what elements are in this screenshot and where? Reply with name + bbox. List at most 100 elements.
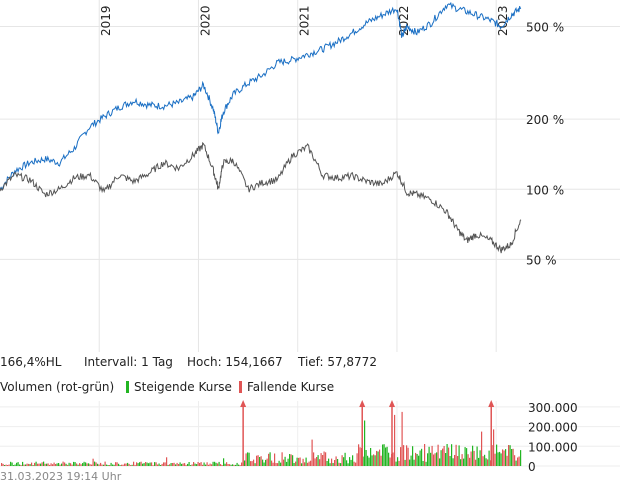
volume-bar [19,464,21,466]
volume-bar [7,465,9,466]
volume-bar [67,464,69,466]
volume-bar [37,463,39,466]
volume-bar [245,453,247,466]
volume-bar [313,452,315,466]
series-line-grey [0,141,522,254]
volume-bar [259,457,261,466]
volume-bar [451,444,453,466]
volume-bar [166,457,168,466]
volume-bar [508,445,510,466]
volume-bar [38,463,40,466]
volume-bar [310,460,312,466]
volume-bar [280,462,282,466]
volume-bar [25,464,27,466]
volume-bar [500,453,502,466]
volume-bar [518,456,520,466]
volume-bar [283,459,285,466]
volume-bar [302,458,304,466]
volume-bar [145,462,147,466]
volume-bar [94,461,96,466]
volume-bar [155,462,157,466]
volume-bar [463,458,465,466]
volume-bar [308,461,310,466]
volume-bar [434,453,436,466]
volume-bar [301,463,303,466]
volume-bar [163,462,165,466]
volume-bar [364,420,366,466]
volume-bar [479,450,481,466]
volume-bar [175,464,177,466]
volume-bar [314,458,316,466]
volume-bar [442,448,444,466]
volume-bar [151,462,153,466]
volume-bar [466,448,468,466]
volume-bar [152,465,154,466]
volume-bar [230,464,232,466]
timestamp: 31.03.2023 19:14 Uhr [0,470,122,483]
volume-bar [176,462,178,466]
volume-bar [404,459,406,466]
volume-bar [424,444,426,466]
y-tick-label: 100 % [526,183,564,197]
volume-bar [277,463,279,466]
volume-bar [485,458,487,466]
volume-bar [23,464,25,466]
volume-bar [31,462,33,466]
volume-bar [223,458,225,466]
volume-bar [509,445,511,466]
volume-bar [478,457,480,466]
volume-bar [358,444,360,466]
volume-tick-label: 100.000 [528,440,578,454]
volume-bar [26,463,28,466]
volume-bar [496,444,498,466]
volume-legend-title: Volumen (rot-grün) [0,380,115,394]
volume-bar [506,455,508,466]
volume-bar [10,461,12,466]
volume-bar [89,464,91,466]
volume-tick-label: 300.000 [528,401,578,415]
volume-spike-arrow [359,400,366,407]
volume-bar [154,462,156,466]
volume-bar [109,465,111,466]
volume-bar [409,459,411,466]
volume-bar [236,462,238,466]
volume-bar [394,414,396,466]
volume-bar [232,464,234,466]
volume-bar [167,464,169,466]
volume-bar [433,454,435,466]
volume-bar [281,452,283,466]
volume-bar [70,463,72,466]
volume-bar [203,462,205,466]
volume-bar [304,462,306,466]
volume-bar [209,463,211,466]
volume-bar [289,454,291,466]
volume-bar [110,462,112,466]
volume-bar [431,445,433,466]
volume-bar [331,458,333,466]
legend-fallende-swatch [239,381,242,393]
volume-bar [91,464,93,466]
volume-bar [76,463,78,466]
volume-bar [173,462,175,466]
volume-bar [161,463,163,466]
volume-bar [275,463,277,466]
volume-bar [122,464,124,466]
volume-bar [299,457,301,466]
volume-bar [256,455,258,466]
volume-bar [488,450,490,466]
volume-bar [140,461,142,466]
volume-spike-arrow [240,400,247,407]
volume-bar [422,461,424,466]
volume-bar [46,463,48,466]
volume-bar [85,462,87,466]
volume-bar [403,445,405,466]
volume-bar [395,461,397,466]
volume-bar [190,465,192,466]
volume-bar [340,463,342,466]
volume-bar [355,462,357,466]
volume-bar [266,458,268,466]
volume-bar [29,464,31,466]
volume-bar [59,464,61,466]
volume-bar [107,465,109,466]
volume-bar [43,461,45,466]
